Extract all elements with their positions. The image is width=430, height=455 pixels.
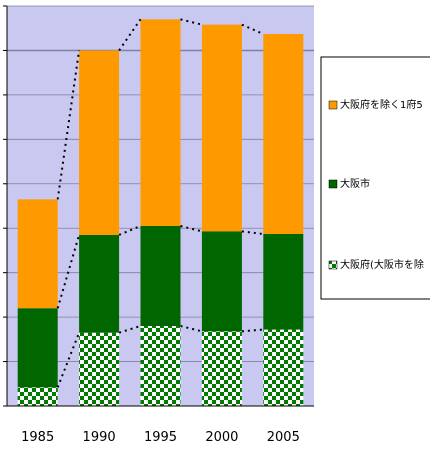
x-tick-label: 2005 [267, 430, 300, 445]
y-axis-ticks [3, 5, 7, 407]
bar-segment [140, 226, 181, 326]
bar-segment [17, 387, 58, 406]
connector-lines [56, 18, 264, 388]
legend-box [320, 56, 430, 300]
legend-label-outside-osaka: 大阪府を除く1府5 [340, 98, 423, 111]
bar-segment [17, 199, 58, 309]
legend-swatch-orange [328, 100, 338, 110]
connector-line [180, 18, 203, 26]
bar-segment [201, 24, 242, 232]
bar-segment [201, 331, 242, 406]
connector-line [56, 332, 81, 388]
bar-segment [263, 234, 304, 330]
x-tick-label: 1985 [21, 430, 54, 445]
x-axis-labels: 1985 1990 1995 2000 2005 [21, 430, 300, 445]
bar-segment [79, 234, 120, 333]
legend-swatch-checker [328, 260, 338, 270]
bar-segment [140, 326, 181, 406]
connector-line [118, 325, 141, 334]
connector-line [118, 18, 142, 52]
connector-line [118, 225, 141, 236]
bar-segment [201, 231, 242, 332]
bar-segment [263, 329, 304, 406]
x-tick-label: 1990 [83, 430, 116, 445]
legend-label-osaka-city: 大阪市 [340, 177, 370, 190]
bar-segment [79, 50, 120, 235]
x-tick-label: 2000 [205, 430, 238, 445]
connector-line [56, 234, 81, 309]
legend-swatch-green [328, 179, 338, 189]
bars [17, 19, 304, 406]
connector-line [56, 50, 81, 200]
connector-line [180, 225, 203, 233]
x-tick-label: 1995 [144, 430, 177, 445]
bar-segment [140, 19, 181, 227]
bar-segment [79, 332, 120, 406]
bar-segment [17, 308, 58, 388]
connector-line [241, 23, 264, 35]
legend: 大阪府を除く1府5 大阪市 大阪府(大阪市を除 [320, 56, 430, 300]
connector-line [180, 325, 203, 333]
bar-segment [263, 34, 304, 234]
legend-label-osaka-prefecture: 大阪府(大阪市を除 [340, 258, 424, 271]
